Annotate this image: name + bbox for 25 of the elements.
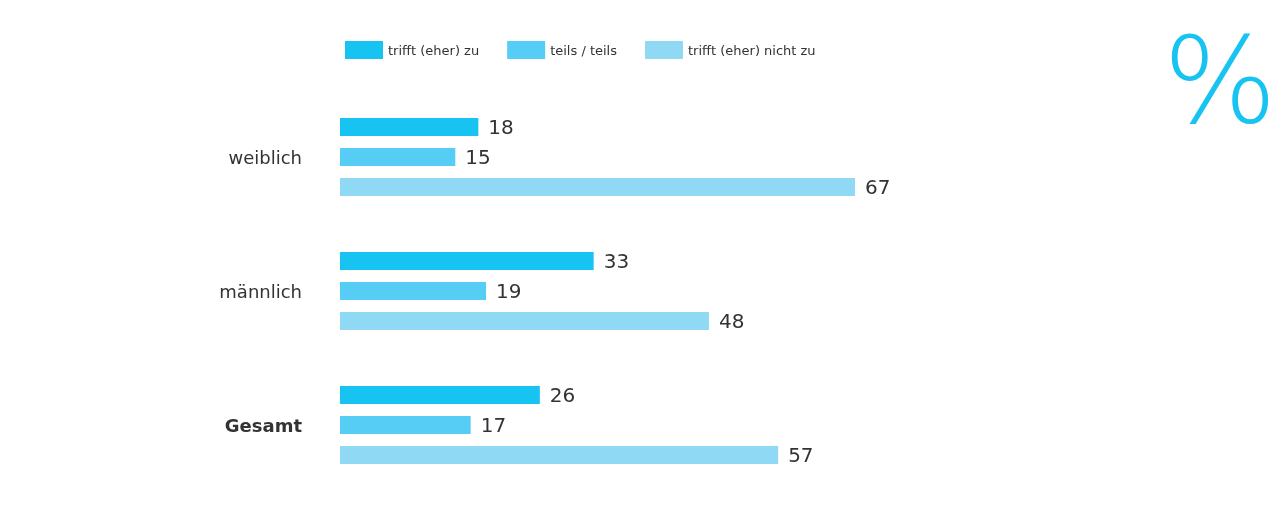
bar: [340, 251, 594, 270]
text: %: [1162, 10, 1278, 150]
data-label: 17: [480, 413, 507, 437]
data-label: 57: [788, 443, 814, 468]
y-tick-label: weiblich: [228, 146, 302, 168]
data-label: 48: [718, 309, 745, 334]
data-label: 15: [465, 145, 491, 169]
legend-label: teils / teils: [550, 42, 618, 58]
bar: [340, 282, 487, 300]
data-label: 26: [549, 382, 576, 407]
bar: [340, 385, 540, 404]
bar: [340, 117, 479, 136]
y-tick-label: Gesamt: [224, 414, 303, 436]
y-tick-label: männlich: [219, 280, 302, 302]
data-label: 67: [865, 175, 891, 200]
data-label: 19: [496, 279, 522, 303]
bar: [340, 148, 456, 166]
legend-label: trifft (eher) zu: [388, 42, 480, 58]
bar: [340, 416, 471, 434]
bar: [340, 312, 709, 331]
data-label: 33: [603, 248, 630, 273]
legend-label: trifft (eher) nicht zu: [687, 42, 816, 58]
bar: [340, 446, 779, 465]
bar: [340, 178, 855, 197]
data-label: 18: [488, 114, 514, 139]
